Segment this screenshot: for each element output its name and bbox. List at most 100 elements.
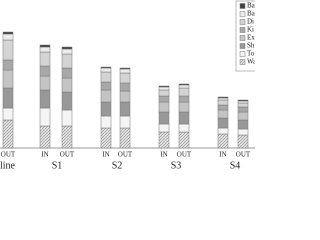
bar-segment	[217, 127, 229, 135]
bar-segment	[39, 107, 51, 127]
bar-segment	[39, 51, 51, 67]
bar-segment	[178, 87, 190, 97]
bar-segment	[2, 107, 14, 121]
bar-segment	[100, 127, 112, 149]
x-tick-label: IN	[160, 151, 167, 159]
x-tick-label: OUT	[236, 151, 251, 159]
legend-label: Wa	[247, 58, 255, 66]
x-tick-label: OUT	[60, 151, 75, 159]
bar-segment	[178, 123, 190, 133]
legend-swatch	[239, 59, 246, 65]
bar-segment	[2, 33, 14, 41]
bar-segment	[158, 131, 170, 149]
bar-segment	[178, 83, 190, 86]
bar-segment	[178, 101, 190, 113]
x-tick-label: IN	[41, 151, 48, 159]
bar-segment	[61, 77, 73, 93]
bar-segment	[61, 91, 73, 111]
legend-label: Sh	[247, 42, 255, 50]
legend-swatch	[239, 3, 246, 9]
bar-segment	[100, 89, 112, 103]
legend-label: To	[247, 50, 255, 58]
bar-segment	[2, 87, 14, 109]
x-tick-label: IN	[219, 151, 226, 159]
bar-segment	[158, 89, 170, 97]
legend-label: Ba	[247, 2, 255, 10]
x-tick-label: OUT	[177, 151, 192, 159]
bar-segment	[119, 90, 131, 103]
legend-label: Di	[247, 18, 254, 26]
x-tick-label: OUT	[1, 151, 16, 159]
bar-segment	[119, 68, 131, 74]
legend-swatch	[239, 27, 246, 33]
bar-segment	[178, 84, 190, 89]
bar-segment	[39, 44, 51, 48]
bar-segment	[237, 134, 249, 149]
bar-segment	[119, 115, 131, 129]
bar-segment	[119, 101, 131, 117]
bar-segment	[119, 127, 131, 149]
bar-segment	[100, 67, 112, 73]
bar-segment	[237, 102, 249, 108]
bar-segment	[237, 100, 249, 104]
bar-segment	[119, 67, 131, 70]
bar-segment	[217, 97, 229, 101]
bar-segment	[217, 99, 229, 106]
bar-segment	[39, 125, 51, 149]
bar-segment	[100, 115, 112, 129]
bar-segment	[178, 95, 190, 103]
bar-segment	[2, 39, 14, 61]
bar-segment	[100, 66, 112, 69]
bar-segment	[61, 109, 73, 127]
bar-segment	[158, 101, 170, 113]
bar-segment	[39, 75, 51, 91]
legend-swatch	[239, 51, 246, 57]
bar-segment	[237, 106, 249, 113]
bar-segment	[61, 67, 73, 79]
group-label: line	[0, 160, 16, 170]
bar-segment	[39, 65, 51, 77]
legend-swatch	[239, 35, 246, 41]
legend-label: Ex	[247, 34, 255, 42]
bar-segment	[178, 131, 190, 149]
bar-segment	[119, 72, 131, 84]
bar-segment	[119, 82, 131, 92]
bar-segment	[158, 86, 170, 91]
bar-segment	[237, 128, 249, 136]
bar-segment	[61, 48, 73, 55]
bar-segment	[61, 46, 73, 50]
bar-segment	[39, 46, 51, 53]
legend-label: Ki	[247, 26, 254, 34]
bar-segment	[217, 104, 229, 111]
x-tick-label: OUT	[118, 151, 133, 159]
bar-segment	[217, 96, 229, 99]
bar-segment	[100, 81, 112, 91]
bar-segment	[2, 119, 14, 149]
bar-segment	[237, 119, 249, 130]
bar-segment	[100, 101, 112, 117]
bar-segment	[178, 111, 190, 125]
group-label: S2	[112, 160, 123, 170]
bar-segment	[237, 111, 249, 121]
bar-segment	[237, 99, 249, 102]
bar-segment	[2, 69, 14, 89]
bar-segment	[217, 109, 229, 119]
legend-swatch	[239, 11, 246, 17]
bar-segment	[61, 53, 73, 69]
bar-segment	[217, 117, 229, 129]
legend-label: Ba	[247, 10, 255, 18]
bar-segment	[39, 89, 51, 109]
bar-segment	[158, 123, 170, 133]
group-label: S4	[230, 160, 241, 170]
bar-segment	[158, 85, 170, 88]
bar-segment	[100, 71, 112, 83]
bar-segment	[217, 133, 229, 149]
x-tick-label: IN	[102, 151, 109, 159]
legend-swatch	[239, 19, 246, 25]
bar-segment	[61, 125, 73, 149]
bar-segment	[158, 95, 170, 103]
bar-segment	[2, 31, 14, 35]
legend-swatch	[239, 43, 246, 49]
bar-segment	[158, 111, 170, 125]
